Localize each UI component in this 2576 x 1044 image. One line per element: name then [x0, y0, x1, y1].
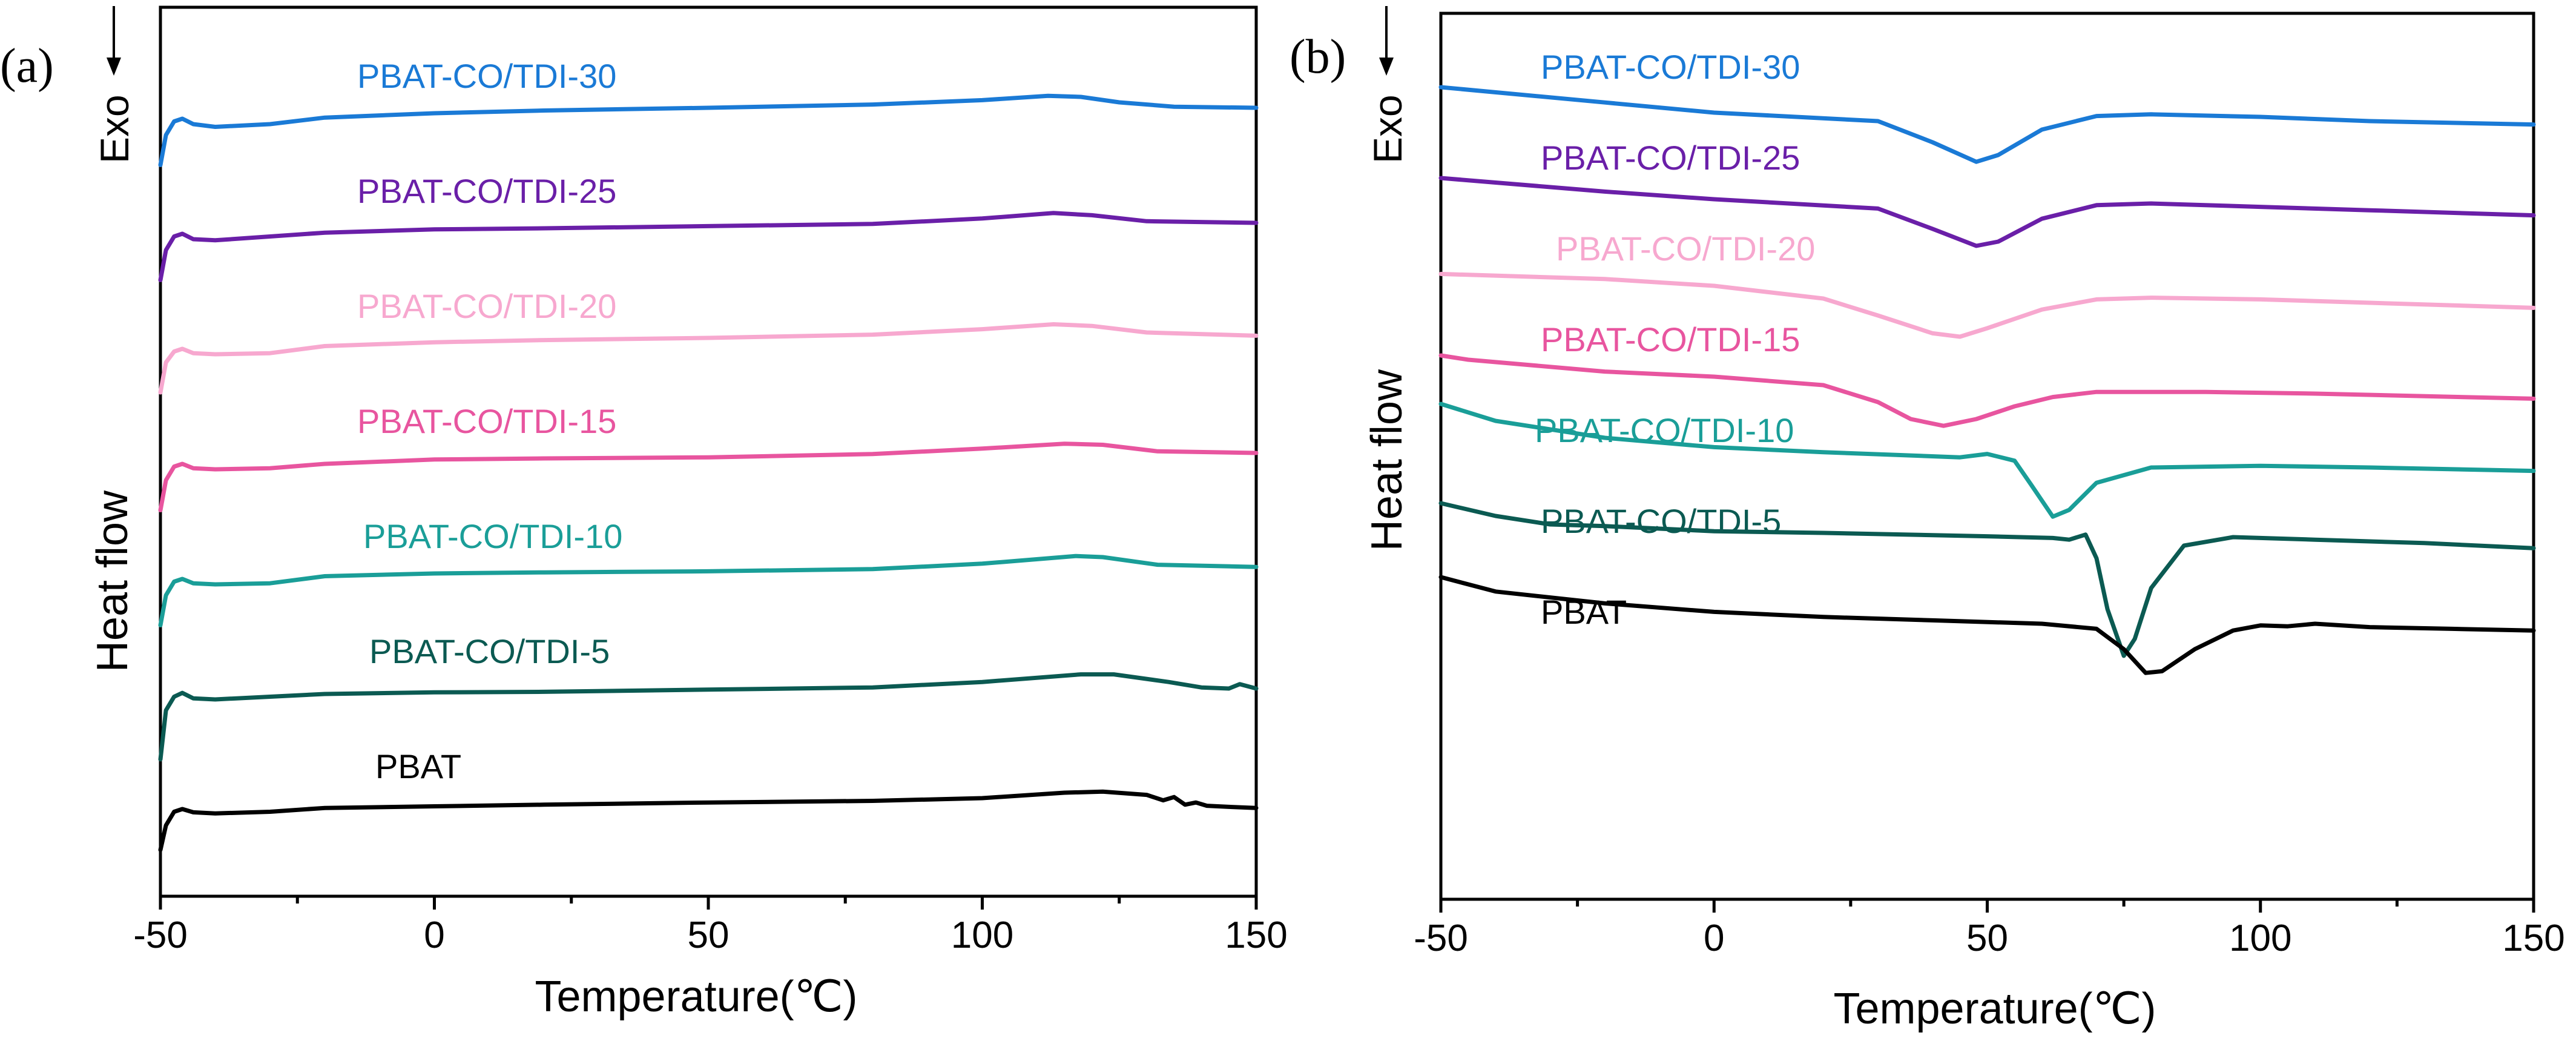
panel-b-curve-pbat-co-tdi-20 — [1438, 271, 2536, 339]
panel-a-series-label: PBAT-CO/TDI-25 — [357, 172, 616, 210]
panel-b-series-label: PBAT-CO/TDI-15 — [1541, 320, 1800, 358]
panel-b-curve-pbat-co-tdi-5 — [1438, 501, 2536, 658]
panel-a-exo-arrow-head — [107, 58, 121, 76]
panel-a-curve-pbat-co-tdi-25 — [158, 211, 1259, 282]
panel-b-series-label: PBAT-CO/TDI-20 — [1556, 230, 1815, 268]
panel-b-curve-pbat-co-tdi-25 — [1438, 176, 2536, 248]
panel-b-series-label: PBAT — [1541, 593, 1627, 631]
panel-b-curve-pbat-co-tdi-10 — [1438, 401, 2536, 519]
panel-b-x-tick-label: 50 — [1966, 917, 2008, 959]
panel-a-series-label: PBAT-CO/TDI-15 — [357, 402, 616, 440]
panel-a-curve-pbat-co-tdi-15 — [158, 441, 1259, 512]
panel-a-frame — [159, 5, 1258, 898]
panel-a-series-label: PBAT — [375, 747, 461, 785]
panel-a-label: (a) — [0, 39, 54, 93]
panel-b-series-label: PBAT-CO/TDI-10 — [1535, 411, 1794, 449]
panel-b-curve-pbat-co-tdi-15 — [1438, 353, 2536, 428]
panel-a-x-tick-label: 150 — [1225, 914, 1287, 956]
panel-b-series-label: PBAT-CO/TDI-25 — [1541, 139, 1800, 177]
panel-b-exo-indicator: Exo — [1365, 6, 1410, 164]
panel-a-series-label: PBAT-CO/TDI-20 — [357, 287, 616, 325]
panel-a-x-tick-label: -50 — [133, 914, 188, 956]
panel-b-x-tick-label: -50 — [1414, 917, 1468, 959]
panel-a-curve-pbat — [158, 789, 1259, 852]
panel-a-exo-label: Exo — [92, 94, 137, 164]
panel-b-x-tick-label: 100 — [2229, 917, 2291, 959]
panel-a-x-tick-label: 50 — [688, 914, 730, 956]
panel-b-series-label: PBAT-CO/TDI-5 — [1541, 502, 1781, 540]
panel-b-series-label: PBAT-CO/TDI-30 — [1541, 48, 1800, 86]
panel-a-curve-pbat-co-tdi-10 — [158, 553, 1259, 627]
panel-b: (b) Exo Heat flow Temperature(℃) -50 0 50 1… — [1290, 6, 2565, 1033]
panel-a-y-axis-title: Heat flow — [88, 490, 137, 672]
panel-a-series-label: PBAT-CO/TDI-30 — [357, 57, 616, 95]
panel-a-x-tick-label: 0 — [424, 914, 444, 956]
panel-a: (a) Exo Heat flow Temperature(℃) -50 0 50 1… — [0, 5, 1288, 1021]
panel-b-exo-arrow-head — [1379, 58, 1394, 76]
panel-b-x-axis-title: Temperature(℃) — [1833, 985, 2156, 1033]
panel-b-plot-area: -50 0 50 100 150 PBAT-CO/TDI-30 PBAT-CO/TDI-25… — [1414, 12, 2565, 959]
panel-a-curve-pbat-co-tdi-20 — [158, 322, 1259, 395]
panel-b-exo-label: Exo — [1365, 94, 1410, 164]
panel-b-label: (b) — [1290, 30, 1346, 84]
panel-a-series-label: PBAT-CO/TDI-5 — [369, 632, 610, 670]
panel-b-curve-pbat-co-tdi-30 — [1438, 85, 2536, 164]
panel-a-plot-area: -50 0 50 100 150 PBAT-CO/TDI-30 PBAT-CO/TDI-25… — [133, 5, 1288, 956]
panel-a-x-axis-title: Temperature(℃) — [535, 973, 857, 1021]
panel-a-x-tick-label: 100 — [951, 914, 1013, 956]
panel-a-exo-indicator: Exo — [92, 6, 137, 164]
panel-b-x-tick-label: 150 — [2502, 917, 2564, 959]
panel-a-curve-pbat-co-tdi-5 — [158, 672, 1259, 762]
panel-b-y-axis-title: Heat flow — [1363, 369, 1411, 551]
panel-b-x-tick-label: 0 — [1704, 917, 1724, 959]
panel-b-curve-pbat — [1438, 575, 2536, 675]
panel-a-curve-pbat-co-tdi-30 — [158, 93, 1259, 167]
panel-a-series-label: PBAT-CO/TDI-10 — [363, 517, 622, 555]
